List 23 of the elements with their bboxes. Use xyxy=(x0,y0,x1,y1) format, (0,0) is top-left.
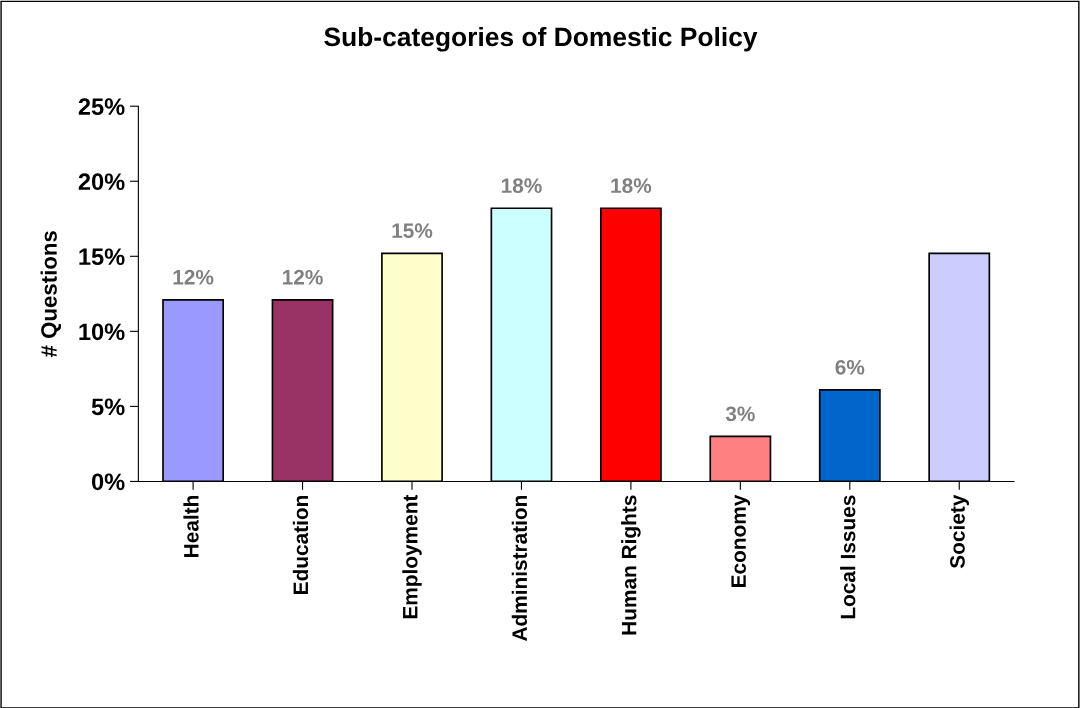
y-tick-label: 10% xyxy=(79,323,125,341)
x-tick-label: Society xyxy=(949,494,969,569)
y-tick-label: 15% xyxy=(79,248,125,266)
x-tick-label: Administration xyxy=(511,495,528,642)
data-label: 18% xyxy=(501,178,542,194)
y-tick-label: 20% xyxy=(78,173,125,191)
x-tick-label: Health xyxy=(183,495,199,557)
x-tick-label: Human Rights xyxy=(621,495,641,635)
y-tick-label: 0% xyxy=(91,473,125,491)
y-tick-label: 5% xyxy=(91,398,125,416)
x-tick-label: Education xyxy=(292,495,309,594)
x-tick-label: Employment xyxy=(402,494,422,619)
x-tick-label: Economy xyxy=(731,494,751,588)
data-label: 6% xyxy=(835,359,865,375)
y-axis-title: # Questions xyxy=(40,231,62,358)
y-tick-label: 25% xyxy=(78,98,125,115)
x-tick-label: Local Issues xyxy=(840,495,856,619)
data-label: 18% xyxy=(611,178,652,194)
data-label: 12% xyxy=(173,269,214,285)
chart-title: Sub-categories of Domestic Policy xyxy=(324,26,758,52)
data-label: 15% xyxy=(392,223,433,239)
data-label: 12% xyxy=(283,269,323,285)
data-label: 3% xyxy=(725,406,755,422)
